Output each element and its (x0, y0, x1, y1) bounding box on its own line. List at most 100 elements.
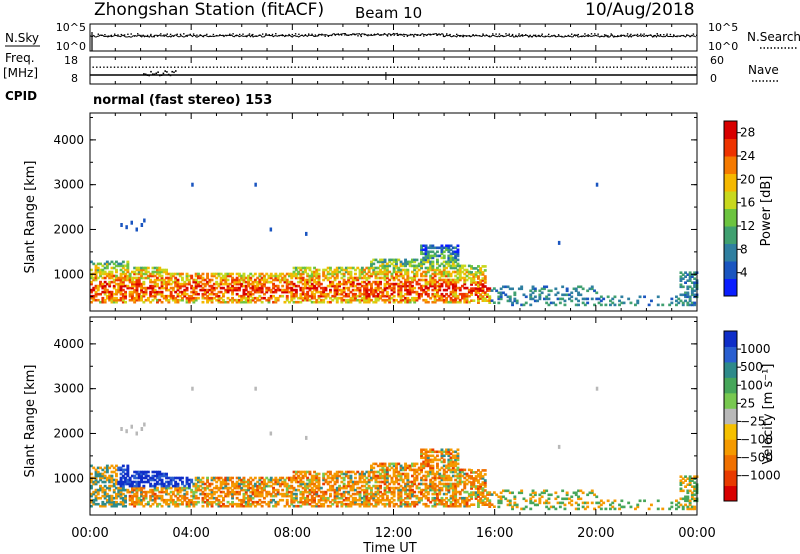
velocity-cell (433, 450, 437, 454)
velocity-cell (263, 480, 266, 484)
power-cell (158, 298, 162, 302)
nsearch-point (607, 35, 609, 37)
power-cell (101, 268, 105, 272)
velocity-cell (235, 486, 239, 490)
power-cell (126, 264, 130, 268)
power-cell (126, 276, 130, 280)
power-cell (344, 282, 348, 286)
power-cell (415, 296, 419, 300)
velocity-cell (142, 490, 146, 494)
power-cell (308, 288, 312, 292)
velocity-cell (570, 503, 574, 507)
nsearch-point (179, 33, 182, 36)
velocity-cell (247, 494, 250, 498)
velocity-cell (390, 466, 394, 470)
power-cell (181, 278, 184, 282)
power-cell (238, 298, 241, 302)
power-cell (533, 289, 537, 293)
velocity-cell (185, 490, 189, 494)
nave-point (209, 66, 211, 68)
velocity-cell (313, 488, 316, 492)
velocity-cell (681, 505, 685, 509)
velocity-cell (117, 502, 121, 506)
power-cell (224, 290, 228, 294)
power-cell (174, 272, 178, 276)
velocity-cell (379, 480, 382, 484)
velocity-cell (474, 487, 478, 490)
velocity-cell (442, 498, 446, 502)
power-cell (599, 295, 603, 299)
velocity-cell (383, 474, 387, 478)
velocity-cell (413, 476, 417, 480)
nave-point (351, 66, 353, 68)
velocity-cell (372, 498, 376, 502)
velocity-cell (178, 502, 182, 506)
velocity-cell (467, 494, 471, 498)
velocity-cell (490, 503, 494, 506)
power-cell (499, 291, 503, 295)
power-cell (140, 274, 143, 278)
velocity-cell (247, 496, 250, 500)
velocity-cell (94, 468, 98, 472)
velocity-cell (322, 502, 326, 506)
velocity-cell (103, 492, 107, 496)
velocity-cell (294, 478, 298, 482)
power-cell (331, 284, 335, 288)
power-cell (684, 291, 687, 295)
velocity-cell (263, 482, 266, 486)
power-cell (160, 270, 164, 274)
nsearch-point (686, 34, 688, 36)
velocity-cell (167, 480, 171, 484)
power-cell (162, 286, 166, 290)
power-cell (385, 270, 389, 274)
velocity-cell (176, 498, 180, 502)
power-cell (392, 286, 396, 290)
power-cell (108, 298, 112, 302)
power-cell (208, 292, 212, 296)
power-cell (238, 286, 241, 290)
power-cell (310, 282, 314, 286)
velocity-cell (422, 478, 426, 482)
velocity-cell (244, 488, 248, 492)
velocity-cell (677, 501, 681, 505)
velocity-cell (675, 507, 678, 511)
velocity-cell (208, 488, 212, 492)
power-cell (561, 297, 565, 301)
velocity-cell (690, 495, 694, 499)
power-cell (224, 276, 228, 280)
velocity-cell (92, 502, 96, 506)
velocity-cell (215, 490, 219, 494)
power-cell (299, 266, 303, 270)
velocity-cell (125, 429, 128, 434)
velocity-cell (442, 470, 446, 474)
velocity-cell (156, 488, 159, 492)
power-cell (276, 286, 280, 290)
power-cell (442, 264, 446, 268)
power-cell (349, 298, 353, 302)
nave-point (606, 66, 608, 68)
power-cell (149, 284, 153, 288)
velocity-cell (376, 484, 380, 488)
power-cell (447, 274, 451, 278)
velocity-cell (411, 502, 414, 506)
nave-point (340, 66, 342, 68)
power-cell (263, 296, 266, 300)
power-cell (258, 280, 262, 284)
power-cell (94, 294, 98, 298)
velocity-cell (135, 502, 139, 506)
power-cell (688, 295, 692, 299)
power-cell (240, 294, 244, 298)
nsearch-point (423, 35, 425, 37)
velocity-cell (226, 486, 230, 490)
velocity-cell (438, 498, 442, 502)
power-cell (522, 293, 526, 297)
power-cell (581, 287, 585, 291)
velocity-cell (451, 450, 455, 454)
power-cell (404, 288, 407, 292)
power-cell (413, 264, 417, 268)
power-cell (686, 295, 690, 299)
power-cell (253, 284, 257, 288)
velocity-cell (454, 454, 458, 458)
power-cell (324, 296, 328, 300)
